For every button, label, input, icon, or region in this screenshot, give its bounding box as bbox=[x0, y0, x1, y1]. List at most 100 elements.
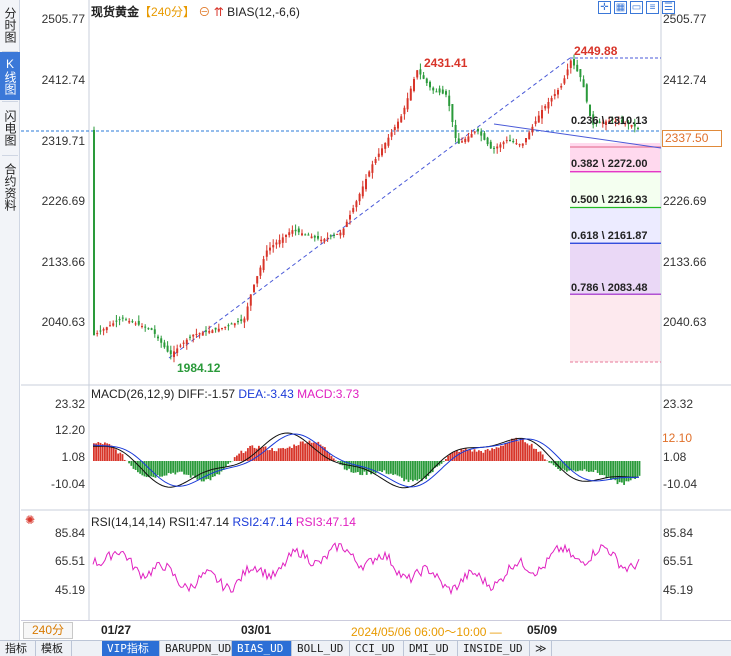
chart-area[interactable]: 现货黄金【240分】 ⊖ ⇈ BIAS(12,-6,6) ✛ ▦ ▭ ≡ ☰ 2… bbox=[21, 0, 731, 640]
tab-inside[interactable]: INSIDE_UD bbox=[458, 641, 530, 656]
macd-bar bbox=[220, 461, 223, 472]
macd-bar bbox=[618, 461, 621, 483]
candle-body bbox=[422, 75, 425, 79]
candle-body bbox=[192, 334, 195, 337]
candle-body bbox=[483, 133, 486, 140]
macd-bar bbox=[134, 461, 137, 471]
candle-body bbox=[429, 81, 431, 88]
candle-body bbox=[553, 94, 556, 97]
tab-kline[interactable]: K线图 bbox=[0, 52, 20, 100]
macd-bar bbox=[293, 444, 295, 461]
macd-bar bbox=[530, 443, 533, 461]
tab-boll[interactable]: BOLL_UD bbox=[292, 641, 350, 656]
tab-dmi[interactable]: DMI_UD bbox=[404, 641, 458, 656]
price-tick-left: 2133.66 bbox=[41, 255, 85, 269]
macd-bar bbox=[464, 448, 467, 461]
candle-body bbox=[259, 267, 262, 276]
macd-bar bbox=[374, 461, 377, 474]
window-icon[interactable]: ▭ bbox=[630, 1, 643, 14]
candle-body bbox=[441, 89, 444, 94]
macd-bar bbox=[192, 461, 194, 476]
rsi-title: RSI(14,14,14) bbox=[91, 515, 166, 529]
chart-canvas[interactable] bbox=[21, 0, 731, 640]
macd-bar bbox=[187, 461, 190, 475]
crosshair-icon[interactable]: ✛ bbox=[598, 1, 611, 14]
macd-bar bbox=[453, 451, 456, 461]
macd-bar bbox=[189, 461, 192, 478]
rsi-tick-left: 45.19 bbox=[54, 583, 85, 597]
price-tick-right: 2133.66 bbox=[663, 255, 707, 269]
tab-contract-info[interactable]: 合约资料 bbox=[3, 163, 17, 211]
macd-bar bbox=[486, 448, 489, 461]
tab-lightning[interactable]: 闪电图 bbox=[3, 110, 17, 146]
macd-bar bbox=[370, 461, 372, 475]
rsi-settings-icon[interactable]: ✺ bbox=[25, 513, 36, 527]
macd-bar bbox=[286, 447, 289, 461]
macd-bar bbox=[97, 442, 100, 461]
candle-body bbox=[336, 233, 339, 235]
macd-bar bbox=[403, 461, 405, 482]
tab-templates[interactable]: 模板 bbox=[36, 641, 72, 656]
macd-bar bbox=[502, 445, 504, 461]
macd-bar bbox=[535, 448, 537, 461]
fib-level-label: 0.500 \ 2216.93 bbox=[571, 194, 648, 206]
candle-body bbox=[342, 228, 345, 236]
candle-body bbox=[198, 333, 201, 335]
rsi-series bbox=[92, 542, 640, 596]
macd-bar bbox=[271, 448, 273, 461]
macd-bar bbox=[392, 461, 394, 475]
settings-icon[interactable]: ⊖ bbox=[198, 5, 211, 19]
indicator-label[interactable]: BIAS(12,-6,6) bbox=[227, 5, 300, 19]
candle-body bbox=[477, 128, 479, 132]
candle-body bbox=[480, 131, 483, 136]
macd-bar bbox=[332, 458, 335, 461]
candlestick-series bbox=[93, 54, 639, 363]
tab-more[interactable]: ≫ bbox=[530, 641, 552, 656]
candle-body bbox=[537, 115, 540, 123]
candle-body bbox=[445, 91, 447, 95]
candle-body bbox=[166, 345, 169, 352]
tab-indicators[interactable]: 指标 bbox=[0, 641, 36, 656]
candle-body bbox=[515, 143, 518, 145]
macd-bar bbox=[425, 461, 427, 480]
tab-timeshare[interactable]: 分时图 bbox=[3, 7, 17, 43]
candle-body bbox=[416, 70, 419, 78]
macd-bar bbox=[335, 460, 337, 461]
list-alt-icon[interactable]: ☰ bbox=[662, 1, 675, 14]
macd-bar bbox=[255, 448, 258, 461]
candle-body bbox=[486, 137, 489, 145]
macd-bar bbox=[233, 457, 236, 461]
macd-bar bbox=[304, 443, 306, 461]
grid-icon[interactable]: ▦ bbox=[614, 1, 627, 14]
macd-bar bbox=[636, 461, 639, 477]
tab-vip-indicators[interactable]: VIP指标 bbox=[102, 641, 160, 656]
list-icon[interactable]: ≡ bbox=[646, 1, 659, 14]
macd-bar bbox=[634, 461, 636, 480]
macd-bar bbox=[612, 461, 614, 479]
current-price-tag: 2337.50 bbox=[662, 130, 722, 147]
period-badge[interactable]: 240分 bbox=[23, 622, 73, 639]
fib-band bbox=[570, 294, 660, 362]
candle-body bbox=[96, 333, 99, 335]
macd-bar bbox=[460, 448, 463, 461]
period-label[interactable]: 【240分】 bbox=[139, 5, 196, 19]
candle-body bbox=[243, 318, 246, 323]
candle-body bbox=[406, 98, 409, 110]
price-tick-right: 2040.63 bbox=[663, 315, 707, 329]
macd-bar bbox=[605, 461, 608, 479]
macd-bar bbox=[585, 461, 588, 472]
candle-body bbox=[560, 86, 563, 88]
macd-bar bbox=[592, 461, 595, 472]
candle-body bbox=[185, 339, 188, 345]
candle-body bbox=[518, 144, 521, 146]
candle-body bbox=[214, 327, 217, 330]
tab-barupdn[interactable]: BARUPDN_UD bbox=[160, 641, 232, 656]
rsi2-value: RSI2:47.14 bbox=[232, 515, 293, 529]
candle-body bbox=[467, 136, 470, 142]
macd-bar bbox=[106, 443, 108, 461]
candle-body bbox=[262, 259, 265, 271]
macd-bar bbox=[442, 461, 445, 462]
tab-cci[interactable]: CCI_UD bbox=[350, 641, 404, 656]
candle-body bbox=[384, 143, 387, 149]
tab-bias[interactable]: BIAS_UD bbox=[232, 641, 292, 656]
